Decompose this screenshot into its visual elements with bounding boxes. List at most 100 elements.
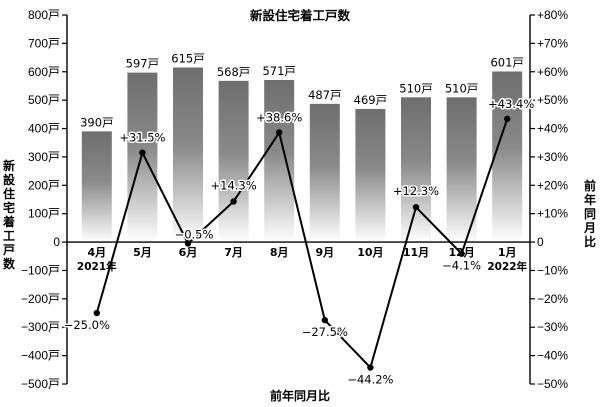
yoy-value-label: +31.5% — [119, 131, 165, 145]
right-tick-label: +80% — [537, 8, 568, 22]
right-tick-label: +40% — [537, 122, 568, 136]
bar-1 — [81, 131, 112, 243]
yoy-point-4 — [230, 198, 237, 205]
left-axis-title-char: 戸 — [3, 243, 15, 257]
bar-4 — [218, 80, 249, 243]
labels-layer: 390戸 597戸 615戸 568戸 571戸 487戸 469戸 510戸 510戸 601戸… — [62, 52, 536, 389]
left-tick-label: 400戸 — [28, 122, 60, 136]
chart-title: 新設住宅着工戸数 — [250, 8, 351, 23]
bar-value-label: 469戸 — [354, 93, 387, 107]
yoy-value-label: −44.2% — [347, 373, 393, 387]
yoy-point-6 — [321, 316, 328, 324]
category-label: 6月 — [179, 246, 198, 259]
bar-2 — [127, 72, 158, 243]
right-tick-label: −30% — [537, 320, 568, 334]
right-axis-title-char: 前 — [584, 178, 596, 193]
left-tick-label: 300戸 — [28, 150, 60, 164]
left-axis-title-char: 着 — [2, 214, 15, 229]
right-tick-label: +70% — [537, 36, 568, 50]
yoy-point-7 — [367, 364, 374, 371]
right-axis-title: 前年同月比 — [583, 178, 596, 249]
left-axis-title-char: 設 — [3, 172, 16, 187]
right-tick-label: −40% — [537, 349, 568, 363]
yoy-point-8 — [412, 203, 420, 211]
right-tick-label: +20% — [537, 178, 568, 192]
bar-6 — [309, 103, 340, 243]
left-axis-title-char: 新 — [3, 158, 15, 173]
yoy-value-label: −4.1% — [442, 259, 481, 273]
left-tick-label: −100戸 — [21, 263, 60, 277]
left-tick-label: −400戸 — [21, 349, 60, 363]
right-axis-title-char: 月 — [583, 221, 596, 235]
category-label: 10月 — [357, 246, 383, 259]
right-tick-label: −50% — [537, 377, 568, 391]
yoy-line — [95, 118, 509, 370]
right-axis-title-char: 年 — [584, 192, 596, 207]
category-label: 9月 — [315, 246, 334, 259]
bar-value-label: 568戸 — [217, 65, 250, 79]
right-tick-label: +60% — [537, 65, 568, 79]
yoy-value-label: +38.6% — [256, 111, 302, 125]
right-axis-title-char: 同 — [584, 207, 596, 221]
yoy-value-label: −27.5% — [302, 325, 348, 339]
left-tick-label: −300戸 — [21, 320, 60, 334]
bars-layer — [81, 67, 523, 243]
bar-3 — [173, 67, 203, 243]
bar-value-label: 510戸 — [445, 81, 478, 95]
left-tick-label: 600戸 — [28, 65, 60, 79]
yoy-point-1 — [93, 309, 101, 317]
bar-10 — [492, 71, 523, 243]
bar-value-label: 597戸 — [126, 57, 159, 71]
bar-5 — [264, 80, 295, 243]
left-axis-title-char: 住 — [3, 186, 15, 201]
left-tick-label: 0 — [53, 235, 60, 249]
left-tick-label: 700戸 — [28, 36, 60, 50]
yoy-value-label: −25.0% — [64, 318, 110, 332]
yoy-point-10 — [504, 115, 511, 123]
category-label: 1月 — [498, 246, 517, 259]
left-tick-label: 100戸 — [28, 207, 60, 221]
yoy-point-3 — [184, 240, 192, 247]
left-axis-title: 新設住宅着工戸数 — [2, 158, 16, 271]
yoy-point-5 — [276, 129, 283, 136]
bar-value-label: 615戸 — [171, 52, 204, 66]
year-label: 2021年 — [77, 260, 117, 273]
yoy-value-label: +14.3% — [211, 178, 257, 192]
bottom-label: 前年同月比 — [270, 388, 330, 403]
yoy-value-label: −0.5% — [175, 227, 214, 241]
bar-8 — [401, 97, 431, 243]
left-tick-label: 500戸 — [28, 93, 60, 107]
right-axis-title-char: 比 — [584, 234, 596, 249]
line-layer — [93, 115, 511, 371]
left-tick-label: −500戸 — [21, 377, 60, 391]
left-axis-title-char: 数 — [3, 256, 16, 271]
bar-value-label: 487戸 — [308, 88, 341, 102]
left-axis-title-char: 宅 — [3, 200, 15, 215]
year-label: 2022年 — [487, 260, 527, 273]
category-label: 5月 — [133, 246, 152, 259]
category-label: 8月 — [270, 246, 289, 259]
yoy-point-9 — [458, 250, 465, 257]
right-tick-label: +50% — [537, 93, 568, 107]
left-tick-label: 800戸 — [28, 8, 60, 22]
bar-value-label: 390戸 — [80, 115, 113, 129]
bar-value-label: 601戸 — [490, 55, 523, 69]
category-label: 4月 — [87, 246, 106, 259]
yoy-value-label: +43.4% — [488, 97, 534, 111]
category-label: 7月 — [224, 246, 243, 259]
category-label: 11月 — [403, 246, 429, 259]
yoy-value-label: +12.3% — [393, 184, 439, 198]
right-tick-label: +10% — [537, 207, 568, 221]
bar-value-label: 571戸 — [262, 64, 295, 78]
left-tick-label: 200戸 — [28, 178, 60, 192]
axes-layer: 800戸 700戸 600戸 500戸 400戸 300戸 200戸 100戸 0 −100戸 −2… — [2, 8, 596, 403]
left-axis-title-char: 工 — [3, 229, 15, 243]
bar-9 — [446, 97, 477, 243]
right-tick-label: +30% — [537, 150, 568, 164]
right-tick-label: 0 — [537, 235, 544, 249]
yoy-point-2 — [139, 149, 146, 156]
right-tick-label: −10% — [537, 263, 568, 277]
bar-value-label: 510戸 — [399, 81, 432, 95]
right-tick-label: −20% — [537, 292, 568, 306]
